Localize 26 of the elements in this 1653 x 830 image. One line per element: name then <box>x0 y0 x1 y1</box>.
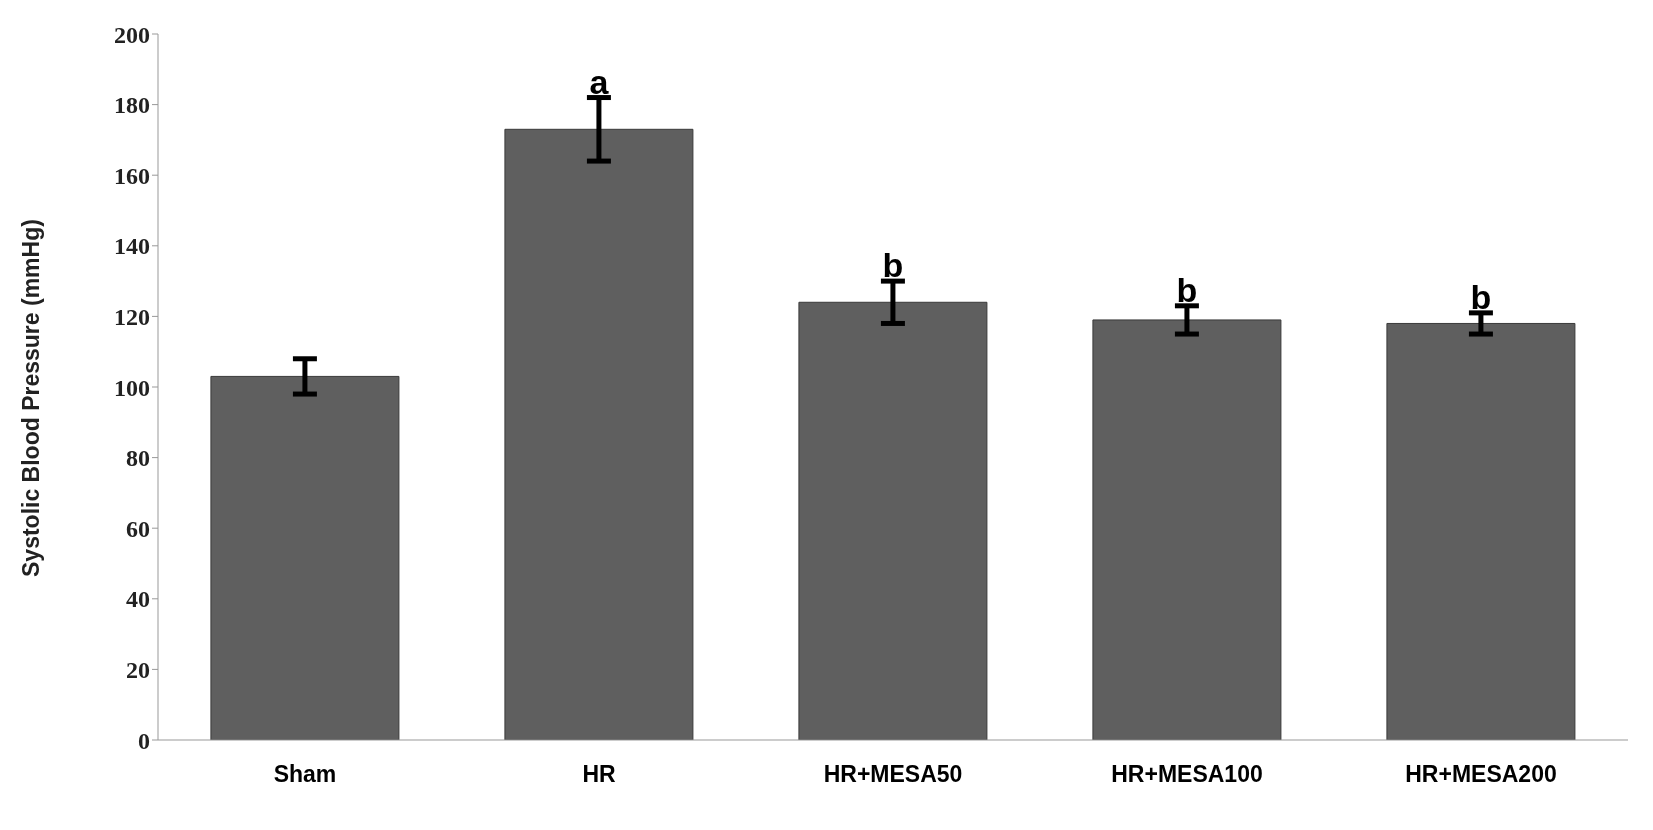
y-tick-label: 0 <box>138 727 150 754</box>
bar <box>210 375 400 740</box>
bar <box>1386 322 1576 740</box>
annotation: a <box>589 62 610 101</box>
x-tick-label: HR <box>582 761 616 788</box>
x-tick-label: Sham <box>273 761 337 788</box>
y-tick-label: 120 <box>114 303 150 330</box>
x-tick-label: HR+MESA200 <box>1405 761 1557 788</box>
y-axis-title: Systolic Blood Pressure (mmHg) <box>18 219 45 577</box>
y-tick-label: 140 <box>114 233 150 260</box>
bar <box>1092 319 1282 740</box>
bar <box>504 128 694 740</box>
x-tick-label: HR+MESA50 <box>823 761 963 788</box>
bar <box>798 301 988 740</box>
y-tick-label: 180 <box>114 92 150 119</box>
y-tick-label: 40 <box>126 586 150 613</box>
x-tick-label: HR+MESA100 <box>1111 761 1263 788</box>
y-tick-label: 60 <box>126 515 150 542</box>
y-tick-label: 100 <box>114 374 150 401</box>
y-tick-label: 160 <box>114 162 150 189</box>
annotation: b <box>882 246 904 285</box>
y-tick-label: 20 <box>126 656 150 683</box>
y-tick-label: 80 <box>126 445 150 472</box>
annotation: b <box>1176 270 1198 309</box>
annotation: b <box>1470 277 1492 316</box>
y-tick-label: 200 <box>114 21 150 48</box>
